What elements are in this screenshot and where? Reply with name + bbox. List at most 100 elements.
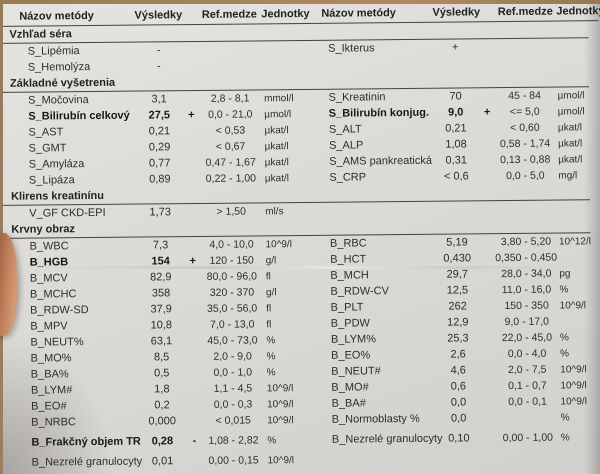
- reference-range: 0,350 - 0,450: [495, 251, 558, 265]
- test-result: 0,29: [148, 141, 171, 154]
- test-unit: %: [267, 434, 277, 446]
- reference-range: 11,0 - 16,0: [501, 283, 552, 297]
- test-unit: 10^9/l: [267, 398, 294, 410]
- test-name: B_MO#: [331, 381, 369, 394]
- test-name: B_RDW-SD: [30, 304, 89, 317]
- test-unit: 10^9/l: [266, 382, 294, 394]
- test-result: +: [451, 41, 459, 54]
- test-name: B_MCHC: [29, 288, 77, 301]
- reference-range: > 1,50: [216, 205, 247, 218]
- test-unit: mg/l: [558, 169, 578, 182]
- test-unit: 10^9/l: [265, 238, 292, 250]
- reference-range: 0,0 - 5,0: [506, 169, 545, 183]
- empty-entry: [306, 54, 599, 73]
- test-result: 0,89: [149, 173, 171, 186]
- test-name: S_AMS pankreatická: [329, 154, 432, 168]
- test-unit: g/l: [265, 286, 277, 298]
- column-header-name: Názov metódy: [321, 6, 396, 20]
- test-unit: fl: [265, 270, 271, 282]
- reference-range: 1,08 - 2,82: [208, 434, 259, 447]
- test-unit: ml/s: [265, 205, 284, 217]
- reference-range: < 0,60: [510, 121, 540, 134]
- reference-range: 150 - 350: [504, 299, 549, 313]
- test-result: 4,6: [450, 364, 466, 377]
- test-name: B_MO%: [30, 352, 72, 365]
- lab-report-paper: Názov metódy Výsledky Ref.medze Jednotky…: [3, 4, 600, 474]
- table-header-left: Názov metódy Výsledky Ref.medze Jednotky: [5, 6, 309, 24]
- test-unit: µmol/l: [557, 89, 585, 102]
- column-header-result: Výsledky: [134, 8, 183, 22]
- test-result: 7,3: [152, 239, 169, 252]
- test-name: S_Bilirubín konjug.: [328, 106, 430, 120]
- test-unit: µmol/l: [557, 105, 585, 118]
- table-row: B_Nezrelé granulocyty 0,01 0,00 - 0,15 10^9…: [6, 449, 600, 471]
- test-result: 0,77: [148, 157, 171, 170]
- report-sheet: Názov metódy Výsledky Ref.medze Jednotky…: [3, 4, 600, 471]
- test-name: B_RBC: [329, 237, 367, 250]
- test-result: 12,5: [446, 284, 469, 297]
- test-entry: B_Nezrelé granulocyty 0,10 0,00 - 1,00%: [310, 429, 600, 448]
- test-result: 1,08: [445, 138, 467, 151]
- test-entry: V_GF CKD-EPI 1,73 > 1,50 ml/s: [7, 203, 304, 222]
- test-name: S_Močovina: [28, 94, 89, 107]
- test-name: B_Normoblasty %: [331, 412, 420, 426]
- test-name: B_Nezrelé granulocyty: [31, 455, 143, 469]
- test-result: -: [156, 44, 161, 57]
- column-header-ref: Ref.medze: [201, 7, 257, 21]
- reference-range: < 0,015: [215, 414, 251, 427]
- test-name: B_NRBC: [31, 416, 76, 429]
- test-name: S_ALT: [328, 123, 362, 136]
- test-name: B_WBC: [29, 240, 69, 253]
- test-name: S_Lipémia: [27, 45, 80, 58]
- test-unit: %: [266, 366, 276, 378]
- reference-range: 0,0 - 4,0: [507, 347, 547, 361]
- test-name: B_MCV: [29, 272, 68, 285]
- test-entry: B_NRBC 0,000 < 0,015 10^9/l: [9, 412, 306, 431]
- test-unit: µkat/l: [264, 172, 290, 184]
- reference-range: 45 - 84: [508, 89, 541, 103]
- test-entry: B_Normoblasty % 0,0%: [310, 409, 600, 428]
- test-unit: fl: [266, 302, 272, 314]
- finger-holding-paper: [0, 233, 18, 336]
- test-entry: B_Nezrelé granulocyty 0,01 0,00 - 0,15 10^9…: [10, 452, 307, 471]
- test-entry: S_CRP < 0,6 0,0 - 5,0 mg/l: [307, 167, 600, 186]
- reference-range: 0,00 - 0,15: [208, 454, 259, 467]
- abnormal-flag: +: [189, 255, 196, 268]
- table-row: B_Frakčný objem TR 0,28-1,08 - 2,82% B_Nez…: [5, 429, 600, 451]
- test-unit: µkat/l: [558, 153, 583, 166]
- test-name: S_GMT: [28, 142, 67, 155]
- reference-range: 0,1 - 0,7: [508, 379, 547, 393]
- test-unit: g/l: [265, 254, 277, 266]
- test-result: 5,19: [446, 236, 468, 249]
- table-body: Vzhľad séra S_Lipémia - S_Ikterus + S_Hemolýz…: [3, 21, 600, 471]
- test-name: B_Frakčný objem TR: [31, 435, 141, 449]
- test-unit: µmol/l: [264, 108, 292, 120]
- test-name: B_PLT: [330, 301, 364, 314]
- test-unit: 10^9/l: [560, 363, 587, 376]
- reference-range: 0,0 - 1,0: [213, 366, 253, 379]
- test-name: B_NEUT#: [331, 365, 381, 378]
- test-result: 70: [449, 90, 462, 103]
- test-result: 29,7: [446, 268, 469, 281]
- reference-range: 1,1 - 4,5: [213, 382, 253, 395]
- reference-range: 0,22 - 1,00: [205, 172, 257, 185]
- test-result: 0,21: [148, 125, 171, 138]
- test-entry: B_Frakčný objem TR 0,28 -1,08 - 2,82%: [9, 432, 306, 451]
- reference-range: 4,0 - 10,0: [209, 238, 254, 251]
- abnormal-flag: -: [192, 435, 197, 448]
- test-result: 3,1: [151, 93, 167, 106]
- test-result: 0,2: [154, 399, 170, 412]
- test-entry: S_Hemolýza -: [6, 57, 303, 76]
- test-result: 12,9: [446, 316, 469, 329]
- reference-range: 0,13 - 0,88: [500, 153, 551, 167]
- test-unit: pg: [559, 267, 571, 280]
- reference-range: 9,0 - 17,0: [504, 315, 550, 329]
- test-result: 2,6: [450, 348, 466, 361]
- test-result: 27,5: [148, 109, 171, 122]
- test-name: S_CRP: [329, 171, 367, 184]
- test-result: 1,73: [149, 206, 171, 219]
- test-name: S_Hemolýza: [27, 61, 91, 74]
- test-result: 0,01: [151, 455, 174, 468]
- reference-range: 80,0 - 96,0: [206, 270, 257, 283]
